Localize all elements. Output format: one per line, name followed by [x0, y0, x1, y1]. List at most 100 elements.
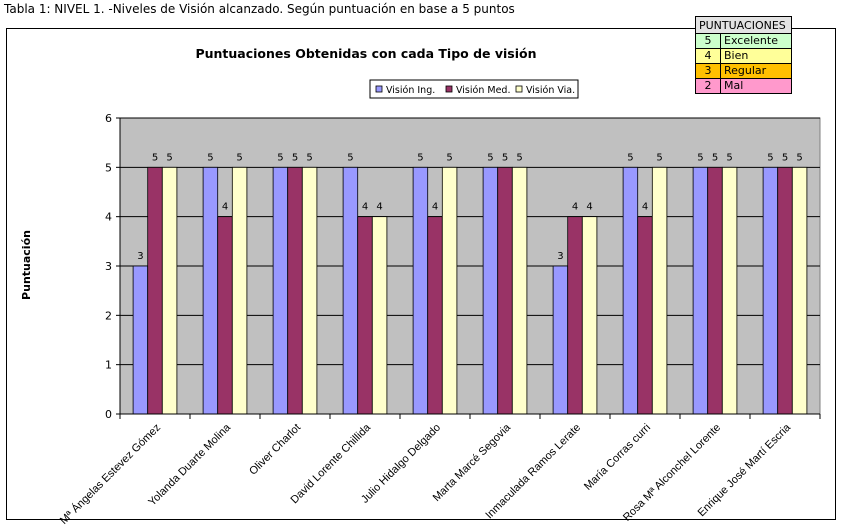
- y-tick-label: 3: [105, 260, 112, 273]
- bar: [272, 166, 289, 415]
- score-value: 3: [695, 63, 721, 79]
- score-value: 2: [695, 78, 721, 94]
- data-label: 5: [782, 152, 788, 163]
- data-label: 5: [292, 152, 298, 163]
- bar: [721, 166, 738, 415]
- legend-label: Visión Via.: [526, 85, 575, 96]
- y-tick-label: 5: [105, 161, 112, 174]
- bar: [427, 216, 443, 415]
- data-label: 5: [502, 152, 508, 163]
- data-label: 4: [586, 202, 592, 213]
- bar: [231, 166, 248, 415]
- bars: [132, 166, 808, 415]
- bar: [762, 166, 779, 415]
- y-tick-label: 2: [105, 309, 112, 322]
- data-label: 4: [432, 202, 438, 213]
- data-label: 4: [642, 202, 648, 213]
- bar: [342, 166, 359, 415]
- data-label: 5: [236, 152, 242, 163]
- legend-box: [369, 79, 579, 99]
- y-axis-label: Puntuación: [20, 230, 33, 300]
- score-label: Mal: [720, 78, 792, 94]
- data-label: 5: [277, 152, 283, 163]
- data-label: 5: [347, 152, 353, 163]
- x-tick-label: David Lorente Chillida: [289, 421, 374, 506]
- x-tick-label: Oliver Charlot: [247, 422, 303, 478]
- legend-swatch: [375, 85, 383, 93]
- data-label: 4: [376, 202, 382, 213]
- chart-legend: Visión Ing. Visión Med. Visión Via.: [369, 79, 579, 99]
- bar: [202, 166, 219, 415]
- bar: [132, 265, 149, 415]
- data-label: 5: [487, 152, 493, 163]
- x-tick-label: Julio Hidalgo Delgado: [359, 422, 443, 506]
- bar: [482, 166, 499, 415]
- data-label: 5: [712, 152, 718, 163]
- legend-swatch: [445, 85, 453, 93]
- bar: [791, 166, 808, 415]
- bar: [777, 166, 793, 415]
- bar: [511, 166, 528, 415]
- data-label: 5: [726, 152, 732, 163]
- bar: [441, 166, 458, 415]
- score-value: 4: [695, 48, 721, 64]
- bar: [622, 166, 639, 415]
- data-label: 5: [417, 152, 423, 163]
- bar: [497, 166, 513, 415]
- data-label: 5: [697, 152, 703, 163]
- bar: [412, 166, 429, 415]
- x-tick-label: Marta Marcé Segovia: [431, 421, 514, 504]
- bar: [651, 166, 668, 415]
- data-label: 4: [362, 202, 368, 213]
- bar: [161, 166, 178, 415]
- bar: [147, 166, 163, 415]
- data-label: 3: [137, 251, 143, 262]
- bar: [287, 166, 303, 415]
- score-legend-table: PUNTUACIONES 5 Excelente 4 Bien 3 Regula…: [695, 16, 792, 94]
- data-label: 5: [627, 152, 633, 163]
- x-tick-label: María Corras curri: [582, 422, 653, 493]
- data-label: 5: [516, 152, 522, 163]
- bar: [301, 166, 318, 415]
- score-label: Regular: [720, 63, 792, 79]
- legend-label: Visión Med.: [456, 85, 510, 96]
- data-label: 5: [446, 152, 452, 163]
- data-label: 5: [207, 152, 213, 163]
- score-row: 4 Bien: [695, 48, 792, 64]
- y-tick-label: 6: [105, 112, 112, 125]
- data-label: 5: [166, 152, 172, 163]
- score-label: Bien: [720, 48, 792, 64]
- bar: [552, 265, 569, 415]
- data-label: 5: [767, 152, 773, 163]
- x-tick-label: Yolanda Duarte Molina: [146, 421, 234, 509]
- y-tick-label: 1: [105, 359, 112, 372]
- score-label: Excelente: [720, 33, 792, 49]
- y-tick-label: 4: [105, 211, 112, 224]
- score-legend-header: PUNTUACIONES: [695, 16, 792, 34]
- chart-title: Puntuaciones Obtenidas con cada Tipo de …: [195, 46, 536, 61]
- data-label: 3: [557, 251, 563, 262]
- data-label: 5: [796, 152, 802, 163]
- y-tick-label: 0: [105, 408, 112, 421]
- score-row: 2 Mal: [695, 78, 792, 94]
- x-tick-label: Mª Ángelas Estevez Gómez: [57, 421, 163, 525]
- table-caption: Tabla 1: NIVEL 1. -Niveles de Visión alc…: [4, 2, 515, 16]
- data-label: 5: [306, 152, 312, 163]
- score-value: 5: [695, 33, 721, 49]
- bar: [371, 216, 388, 415]
- legend-swatch: [515, 85, 523, 93]
- data-label: 4: [222, 202, 228, 213]
- data-label: 5: [152, 152, 158, 163]
- bar: [581, 216, 598, 415]
- bar: [567, 216, 583, 415]
- data-label: 5: [656, 152, 662, 163]
- bar: [217, 216, 233, 415]
- bar: [357, 216, 373, 415]
- score-row: 5 Excelente: [695, 33, 792, 49]
- bar: [692, 166, 709, 415]
- data-label: 4: [572, 202, 578, 213]
- bar: [637, 216, 653, 415]
- score-row: 3 Regular: [695, 63, 792, 79]
